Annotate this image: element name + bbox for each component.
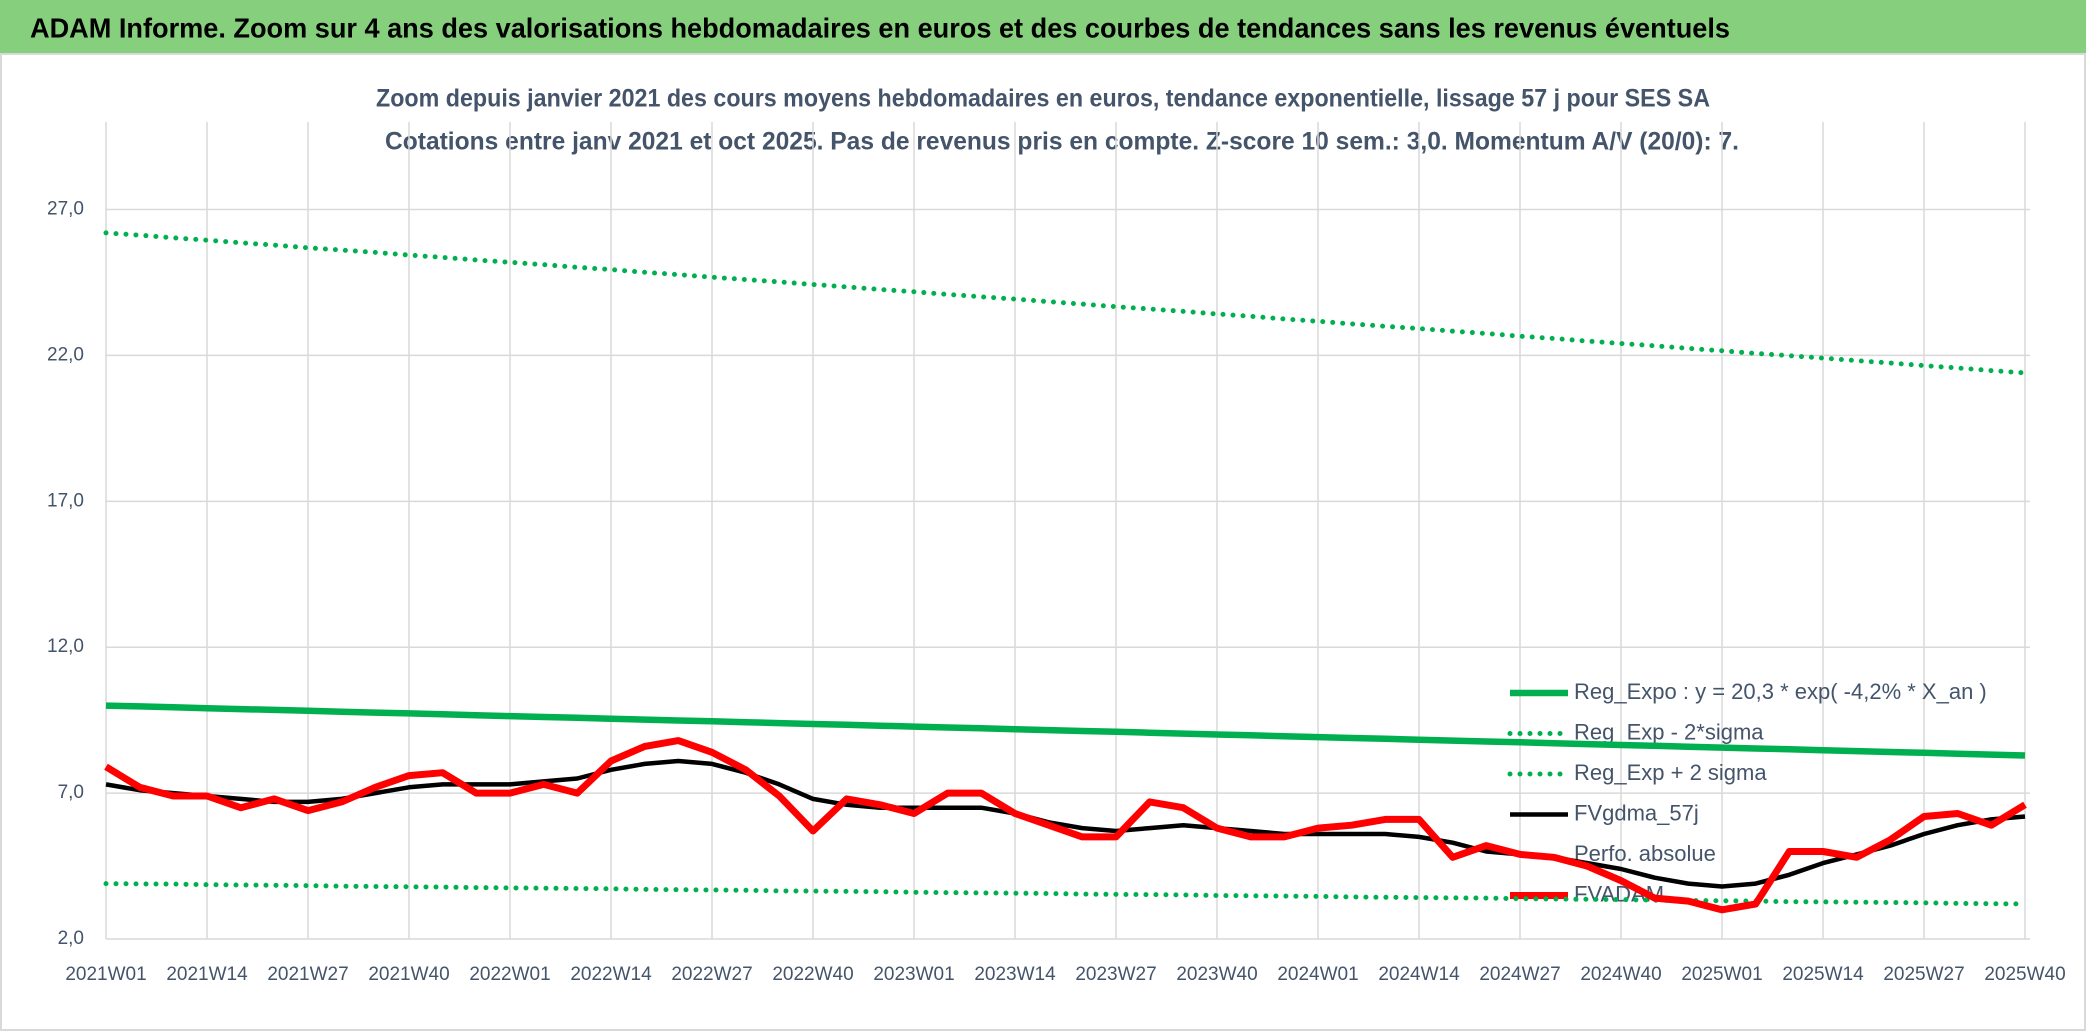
x-tick-label: 2022W27 [671, 964, 752, 985]
y-tick-label: 2,0 [58, 928, 84, 949]
legend-label: FVgdma_57j [1574, 800, 1699, 825]
x-tick-label: 2023W40 [1176, 964, 1257, 985]
banner [0, 0, 2086, 53]
x-tick-label: 2022W01 [469, 964, 550, 985]
series-line [105, 702, 2026, 759]
legend-label: Reg_Exp + 2 sigma [1574, 760, 1767, 785]
x-tick-label: 2024W14 [1378, 964, 1460, 985]
y-tick-label: 7,0 [58, 782, 84, 803]
y-tick-label: 12,0 [47, 636, 84, 657]
x-tick-label: 2023W27 [1075, 964, 1156, 985]
x-tick-label: 2023W01 [873, 964, 954, 985]
y-tick-label: 17,0 [47, 490, 84, 511]
legend-label: Perfo. absolue [1574, 841, 1716, 866]
x-tick-label: 2025W14 [1782, 964, 1864, 985]
chart-border [0, 53, 2086, 1031]
x-tick-label: 2021W14 [166, 964, 248, 985]
series-line [103, 230, 2028, 376]
x-tick-label: 2021W40 [368, 964, 449, 985]
x-tick-label: 2021W27 [267, 964, 348, 985]
grid: 2,0 7,0 12,0 17,0 22,0 27,0 2021W01 2021W14 2021… [47, 122, 2066, 985]
x-tick-label: 2025W27 [1883, 964, 1964, 985]
x-tick-label: 2024W40 [1580, 964, 1661, 985]
plot [103, 230, 2028, 914]
x-tick-label: 2021W01 [65, 964, 146, 985]
x-tick-label: 2025W40 [1984, 964, 2065, 985]
x-tick-label: 2022W14 [570, 964, 652, 985]
chart-subtitle: Cotations entre janv 2021 et oct 2025. P… [385, 128, 1739, 156]
series-line [103, 881, 2028, 907]
x-tick-label: 2024W27 [1479, 964, 1560, 985]
x-tick-label: 2025W01 [1681, 964, 1762, 985]
x-tick-label: 2023W14 [974, 964, 1056, 985]
y-tick-label: 22,0 [47, 344, 84, 365]
x-tick-label: 2022W40 [772, 964, 853, 985]
series-line [105, 758, 2026, 889]
y-tick-label: 27,0 [47, 199, 84, 220]
x-tick-label: 2024W01 [1277, 964, 1358, 985]
legend-label: Reg_Exp - 2*sigma [1574, 719, 1764, 744]
banner-title: ADAM Informe. Zoom sur 4 ans des valoris… [30, 12, 1730, 43]
chart-title: Zoom depuis janvier 2021 des cours moyen… [376, 85, 1710, 113]
legend-label: Reg_Expo : y = 20,3 * exp( -4,2% * X_an … [1574, 679, 1987, 704]
series-line [104, 737, 2027, 914]
